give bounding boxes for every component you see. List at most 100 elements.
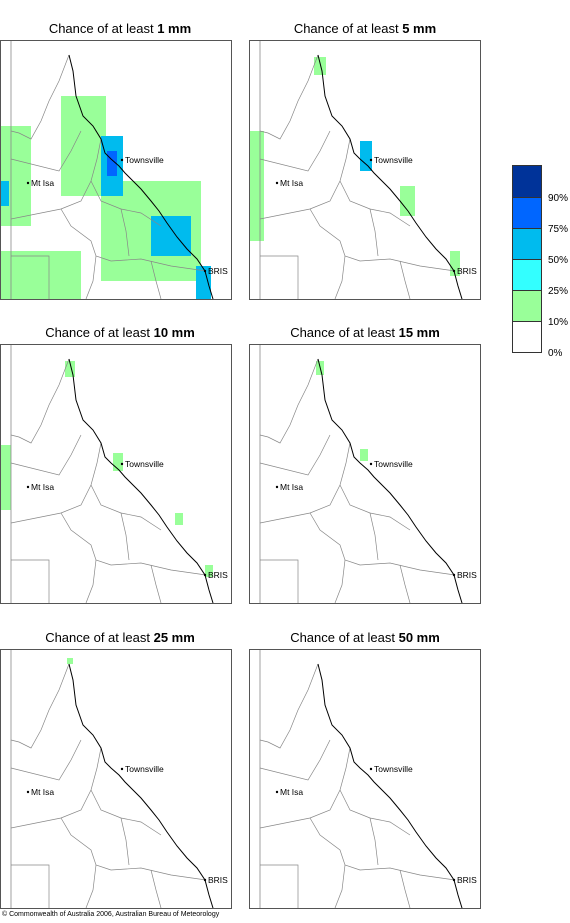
district-boundary [369, 817, 379, 866]
title-amount: 50 mm [398, 630, 440, 645]
district-boundary [339, 789, 411, 836]
map-25mm: Townsville Mt Isa BRIS [0, 649, 232, 909]
district-boundary [10, 54, 70, 140]
town-label-mt-isa: Mt Isa [31, 787, 54, 797]
title-amount: 15 mm [398, 325, 440, 340]
district-boundary [399, 869, 411, 908]
district-boundary [10, 130, 82, 172]
legend-label-90: 90% [548, 193, 569, 204]
town-dot [203, 878, 207, 882]
rain-area-se [450, 251, 460, 276]
rainfall-shading [316, 361, 368, 461]
map-50mm: Townsville Mt Isa BRIS [249, 649, 481, 909]
town-label-townsville: Townsville [374, 764, 413, 774]
town-label-bris: BRIS [208, 875, 228, 885]
district-boundary [60, 512, 207, 576]
rain-area-coast [400, 186, 415, 216]
legend-label-10: 10% [548, 317, 569, 328]
coastline [317, 358, 463, 603]
district-boundary [309, 208, 456, 272]
rainfall-shading [250, 57, 460, 276]
district-boundary [260, 255, 299, 299]
town-dot [452, 878, 456, 882]
district-boundary [10, 358, 70, 444]
town-dot [275, 181, 279, 185]
rain-area-southwest [1, 251, 81, 299]
district-boundary [150, 260, 162, 299]
district-boundary [85, 864, 97, 908]
district-boundary [399, 260, 411, 299]
title-prefix: Chance of at least [45, 630, 154, 645]
coastline [68, 54, 214, 299]
map-10mm: Townsville Mt Isa BRIS [0, 344, 232, 604]
probability-legend: 90% 75% 50% 25% 10% 0% [512, 165, 568, 359]
district-boundary [369, 512, 379, 561]
town-dot [275, 485, 279, 489]
town-label-bris: BRIS [457, 570, 477, 580]
town-label-mt-isa: Mt Isa [280, 482, 303, 492]
town-dot [120, 158, 124, 162]
copyright-footer: © Commonwealth of Australia 2006, Austra… [2, 911, 220, 918]
town-dot [369, 462, 373, 466]
district-boundary [259, 130, 331, 172]
legend-swatch-25 [513, 259, 541, 290]
district-boundary [259, 442, 351, 524]
rainfall-shading [1, 361, 213, 577]
district-boundary [10, 138, 102, 220]
title-prefix: Chance of at least [45, 325, 154, 340]
rain-area-cape [314, 57, 326, 75]
district-boundary [260, 559, 299, 603]
rain-area-coast-50 [360, 141, 372, 171]
panel-title-5mm: Chance of at least 5 mm [245, 21, 485, 36]
rain-area-west-50 [1, 181, 9, 206]
district-boundary [11, 559, 50, 603]
district-boundary [334, 559, 346, 603]
panel-title-15mm: Chance of at least 15 mm [245, 325, 485, 340]
district-boundary [334, 255, 346, 299]
district-boundary [10, 663, 70, 749]
town-dot [369, 158, 373, 162]
panel-title-25mm: Chance of at least 25 mm [0, 630, 240, 645]
title-amount: 10 mm [153, 325, 195, 340]
town-label-mt-isa: Mt Isa [280, 178, 303, 188]
district-boundary [120, 208, 130, 257]
title-amount: 5 mm [402, 21, 437, 36]
town-label-bris: BRIS [208, 570, 228, 580]
district-boundary [120, 512, 130, 561]
district-boundary [150, 564, 162, 603]
district-boundary [259, 747, 351, 829]
legend-label-75: 75% [548, 224, 569, 235]
legend-swatch-75 [513, 197, 541, 228]
town-label-townsville: Townsville [125, 764, 164, 774]
district-boundary [334, 864, 346, 908]
title-prefix: Chance of at least [48, 21, 158, 36]
legend-label-0: 0% [548, 348, 563, 359]
town-dot [452, 573, 456, 577]
map-1mm: Townsville Mt Isa BRIS [0, 40, 232, 300]
district-boundary [11, 255, 50, 299]
town-label-bris: BRIS [208, 266, 228, 276]
district-boundary [10, 747, 102, 829]
rain-area-coast-50-south [151, 216, 191, 256]
town-dot [275, 790, 279, 794]
town-dot [26, 485, 30, 489]
district-boundary [369, 208, 379, 257]
district-boundary [60, 817, 207, 881]
district-boundary [259, 138, 351, 220]
town-dot [120, 462, 124, 466]
district-boundary [260, 864, 299, 908]
district-boundary [309, 817, 456, 881]
town-label-townsville: Townsville [374, 459, 413, 469]
rain-area-west [250, 131, 264, 241]
rain-area-coast [360, 449, 368, 461]
district-boundary [10, 442, 102, 524]
town-label-mt-isa: Mt Isa [280, 787, 303, 797]
district-boundary [339, 180, 411, 227]
town-dot [26, 790, 30, 794]
district-boundary [10, 434, 82, 476]
town-label-bris: BRIS [457, 266, 477, 276]
panel-title-10mm: Chance of at least 10 mm [0, 325, 240, 340]
district-boundary [90, 789, 162, 836]
legend-color-bar [512, 165, 542, 353]
coastline [68, 358, 214, 603]
